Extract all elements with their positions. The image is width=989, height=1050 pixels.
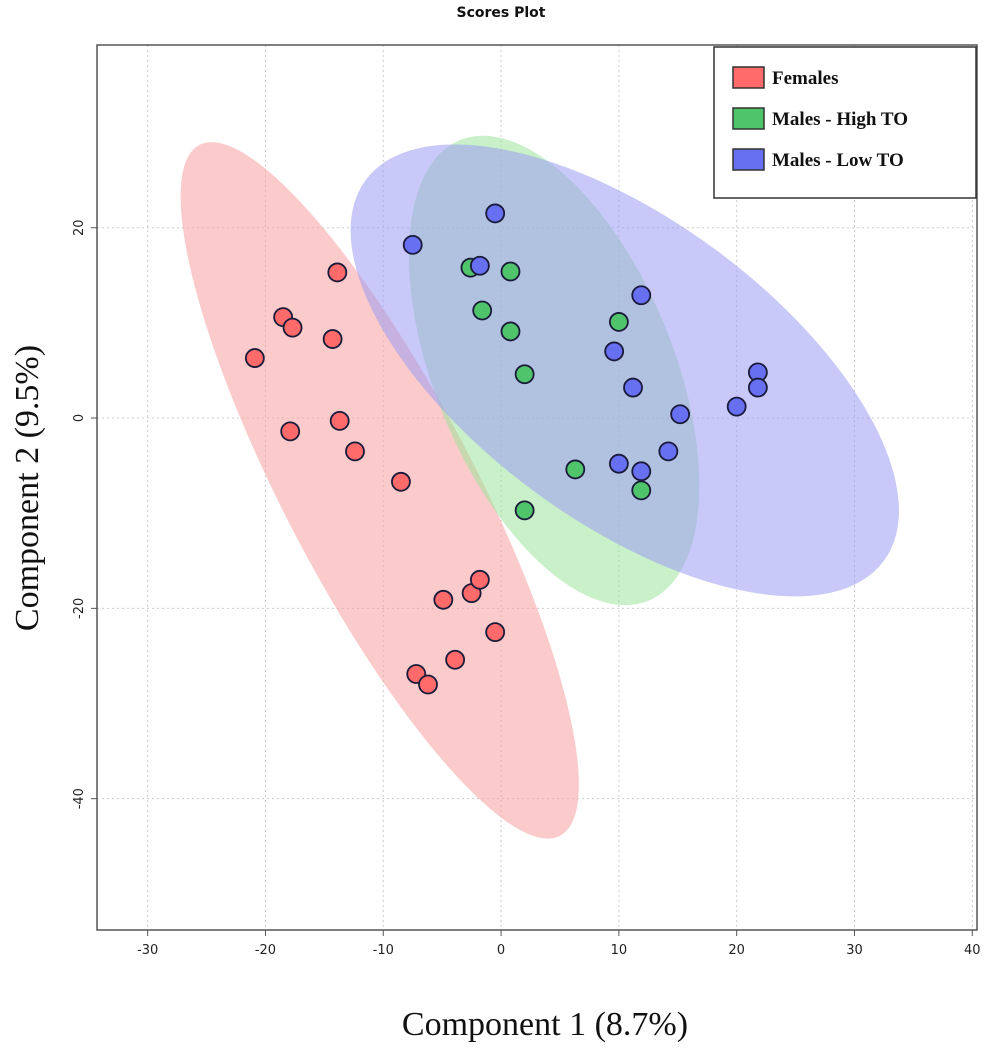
y-axis-label: Component 2 (9.5%) [9,345,46,631]
point-series-0 [469,569,490,590]
point-series-2 [402,234,423,255]
legend-label: Males - Low TO [772,150,904,171]
point-series-1 [500,261,521,282]
point-series-0 [280,421,301,442]
x-tick-label: -20 [255,943,276,958]
x-tick-label: 30 [846,943,863,958]
chart-title: Scores Plot [457,5,546,21]
legend: Females Males - High TO Males - Low TO [713,46,977,199]
x-tick-label: -10 [373,943,394,958]
point-series-1 [500,321,521,342]
legend-swatch [732,66,765,89]
point-series-0 [327,262,348,283]
y-tick-label: -20 [72,598,87,619]
y-tick-label: 20 [72,219,87,236]
point-series-0 [445,649,466,670]
legend-swatch [732,148,765,171]
x-tick-label: 20 [728,943,745,958]
data-points [244,203,768,695]
y-tick-label: -40 [72,788,87,809]
point-series-2 [747,377,768,398]
point-series-1 [514,500,535,521]
plot-frame [96,44,978,931]
point-series-0 [485,622,506,643]
axis-ticks: -30 -20 -10 0 10 20 30 40 20 0 -20 -40 [72,219,981,958]
x-tick-label: -30 [137,943,158,958]
point-series-0 [433,589,454,610]
x-tick-label: 40 [964,943,981,958]
point-series-1 [565,459,586,480]
y-tick-label: 0 [72,414,87,422]
point-series-0 [244,348,265,368]
point-series-1 [631,480,652,501]
point-series-1 [472,300,493,321]
point-series-2 [485,203,506,224]
point-series-0 [391,471,411,492]
x-tick-label: 10 [611,943,628,958]
point-series-2 [631,285,652,306]
point-series-2 [604,341,625,362]
point-series-2 [726,396,747,417]
point-series-0 [322,329,343,349]
ellipse-2 [350,144,899,597]
point-series-2 [623,377,643,398]
point-series-1 [514,364,535,385]
point-series-2 [658,441,679,462]
point-series-0 [282,317,303,338]
point-series-2 [631,461,652,482]
point-series-1 [608,312,629,332]
point-series-0 [418,674,438,695]
legend-swatch [732,107,765,130]
legend-label: Males - High TO [772,109,908,130]
point-series-2 [670,404,691,425]
point-series-0 [345,441,365,462]
point-series-2 [608,453,629,474]
legend-label: Females [772,68,838,89]
point-series-2 [469,255,490,276]
x-tick-label: 0 [497,943,505,958]
point-series-0 [329,410,350,431]
x-axis-label: Component 1 (8.7%) [402,1006,688,1043]
